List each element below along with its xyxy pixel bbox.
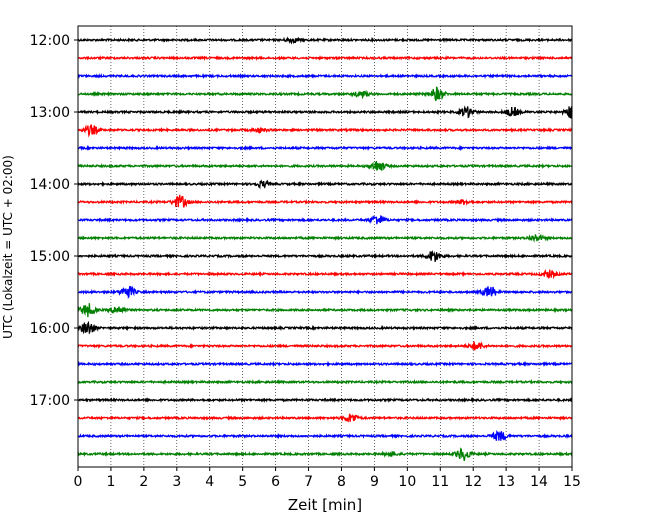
- trace-line: [77, 303, 573, 318]
- trace-line: [77, 396, 573, 404]
- x-tick-label: 1: [106, 474, 115, 490]
- x-axis-ticks: 0 1 2 3 4 5 6 7 8 9 10 11 12 13 14 15: [74, 467, 581, 490]
- y-tick-label: 14:00: [30, 177, 70, 193]
- x-tick-label: 2: [139, 474, 148, 490]
- y-tick-label: 17:00: [30, 393, 70, 409]
- trace-line: [77, 378, 573, 385]
- trace-line: [77, 144, 573, 152]
- y-tick-label: 16:00: [30, 321, 70, 337]
- x-tick-label: 9: [370, 474, 379, 490]
- y-tick-label: 12:00: [30, 33, 70, 49]
- x-tick-label: 15: [563, 474, 581, 490]
- x-tick-label: 4: [205, 474, 214, 490]
- x-axis-label: Zeit [min]: [288, 496, 362, 514]
- x-tick-label: 6: [271, 474, 280, 490]
- x-tick-label: 14: [530, 474, 548, 490]
- trace-lines: [77, 36, 573, 462]
- x-tick-label: 10: [398, 474, 416, 490]
- x-tick-label: 11: [431, 474, 449, 490]
- trace-line: [77, 250, 573, 262]
- trace-line: [77, 413, 573, 423]
- x-tick-label: 8: [337, 474, 346, 490]
- trace-line: [77, 285, 573, 299]
- y-axis-ticks: 12:00 13:00 14:00 15:00 16:00 17:00: [30, 33, 78, 409]
- x-tick-label: 13: [497, 474, 515, 490]
- trace-line: [77, 194, 573, 208]
- x-tick-label: 12: [464, 474, 482, 490]
- trace-line: [77, 268, 573, 280]
- trace-line: [77, 429, 573, 441]
- plot-frame: [77, 25, 573, 468]
- trace-line: [77, 36, 573, 45]
- trace-line: [77, 320, 573, 335]
- trace-line: [77, 234, 573, 243]
- y-axis-label: UTC (Lokalzeit = UTC + 02:00): [1, 155, 15, 339]
- trace-line: [77, 86, 573, 102]
- y-tick-label: 13:00: [30, 105, 70, 121]
- x-tick-label: 0: [74, 474, 83, 490]
- trace-line: [77, 179, 573, 190]
- trace-line: [77, 341, 573, 351]
- trace-line: [77, 360, 573, 368]
- trace-line: [77, 215, 573, 225]
- x-tick-label: 3: [172, 474, 181, 490]
- trace-line: [77, 124, 573, 138]
- x-tick-label: 5: [238, 474, 247, 490]
- x-tick-label: 7: [304, 474, 313, 490]
- trace-line: [77, 105, 573, 119]
- trace-line: [77, 447, 573, 462]
- trace-line: [77, 160, 573, 171]
- trace-line: [77, 73, 573, 80]
- y-tick-label: 15:00: [30, 249, 70, 265]
- trace-line: [77, 54, 573, 62]
